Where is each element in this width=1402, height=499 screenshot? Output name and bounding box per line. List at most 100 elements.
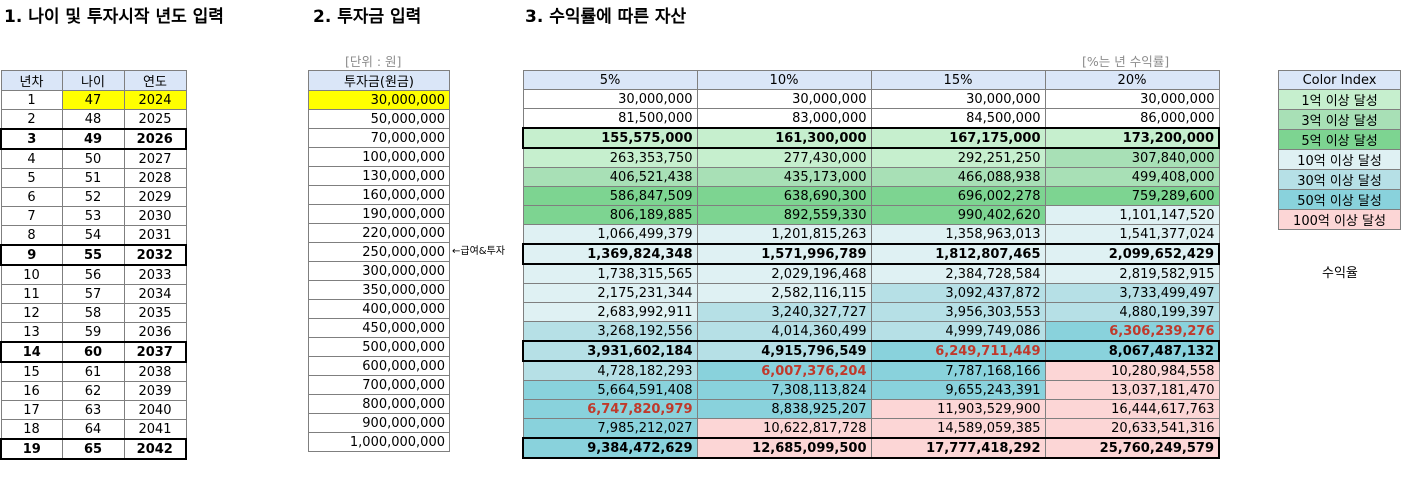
investment-cell: 30,000,000 bbox=[308, 90, 450, 110]
table-row: 406,521,438 435,173,000 466,088,938 499,408… bbox=[522, 167, 1220, 187]
table-row: 2 48 2025 bbox=[0, 109, 187, 130]
year-index-cell: 13 bbox=[0, 322, 63, 343]
age-year-table: 년차 나이 연도 1 47 2024 2 48 2025 3 49 2026 4 50 2027 5 51 202… bbox=[0, 70, 187, 460]
year-cell: 2039 bbox=[123, 381, 187, 401]
asset-cell: 161,300,000 bbox=[696, 127, 872, 149]
investment-table: 투자금(원금) 30,000,000 50,000,000 70,000,000 100… bbox=[308, 70, 450, 452]
asset-cell: 4,880,199,397 bbox=[1044, 302, 1220, 322]
asset-cell: 2,683,992,911 bbox=[522, 302, 698, 322]
rate-label: 수익율 bbox=[1322, 266, 1358, 281]
table-row: 17 63 2040 bbox=[0, 400, 187, 420]
column-header: 투자금(원금) bbox=[308, 70, 450, 91]
investment-cell: 400,000,000 bbox=[308, 299, 450, 319]
asset-cell: 81,500,000 bbox=[522, 108, 698, 129]
table-row: 19 65 2042 bbox=[0, 438, 187, 460]
asset-cell: 10,622,817,728 bbox=[696, 418, 872, 439]
asset-cell: 3,956,303,553 bbox=[870, 302, 1046, 322]
table-row: 30,000,000 30,000,000 30,000,000 30,000,000 bbox=[522, 89, 1220, 109]
investment-cell: 1,000,000,000 bbox=[308, 432, 450, 452]
legend-item: 5억 이상 달성 bbox=[1278, 129, 1401, 150]
year-index-cell: 14 bbox=[0, 341, 63, 363]
table-row: 600,000,000 bbox=[308, 356, 450, 376]
investment-cell: 700,000,000 bbox=[308, 375, 450, 395]
column-header: 나이 bbox=[61, 70, 125, 91]
table-row: 5,664,591,408 7,308,113,824 9,655,243,391 1… bbox=[522, 380, 1220, 400]
table-row: 1,066,499,379 1,201,815,263 1,358,963,013 1… bbox=[522, 224, 1220, 245]
asset-cell: 990,402,620 bbox=[870, 205, 1046, 225]
table-row: 1,369,824,348 1,571,996,789 1,812,807,465 2… bbox=[522, 243, 1220, 265]
section2-heading: 2. 투자금 입력 bbox=[313, 7, 422, 27]
legend-row: 30억 이상 달성 bbox=[1278, 169, 1401, 190]
age-cell: 62 bbox=[61, 381, 125, 401]
asset-cell: 5,664,591,408 bbox=[522, 380, 698, 400]
table-row: 160,000,000 bbox=[308, 185, 450, 205]
asset-cell: 6,007,376,204 bbox=[696, 360, 872, 381]
table-row: 2,175,231,344 2,582,116,115 3,092,437,872 3… bbox=[522, 283, 1220, 303]
asset-cell: 696,002,278 bbox=[870, 186, 1046, 206]
age-cell: 65 bbox=[61, 438, 125, 460]
section3-heading: 3. 수익률에 따른 자산 bbox=[525, 7, 687, 27]
investment-cell: 800,000,000 bbox=[308, 394, 450, 414]
legend-row: 5억 이상 달성 bbox=[1278, 129, 1401, 150]
asset-cell: 6,306,239,276 bbox=[1044, 321, 1220, 342]
asset-cell: 2,819,582,915 bbox=[1044, 263, 1220, 284]
legend-row: 3억 이상 달성 bbox=[1278, 109, 1401, 130]
year-cell: 2036 bbox=[123, 322, 187, 343]
year-cell: 2038 bbox=[123, 361, 187, 382]
asset-cell: 30,000,000 bbox=[696, 89, 872, 109]
asset-cell: 435,173,000 bbox=[696, 167, 872, 187]
asset-cell: 3,092,437,872 bbox=[870, 283, 1046, 303]
table-row: 11 57 2034 bbox=[0, 284, 187, 304]
table-row: 4 50 2027 bbox=[0, 148, 187, 169]
asset-cell: 13,037,181,470 bbox=[1044, 380, 1220, 400]
rate-column-header: 15% bbox=[870, 70, 1046, 90]
year-index-cell: 16 bbox=[0, 381, 63, 401]
year-index-cell: 9 bbox=[0, 244, 63, 266]
table-row: 450,000,000 bbox=[308, 318, 450, 338]
asset-cell: 3,268,192,556 bbox=[522, 321, 698, 342]
year-index-cell: 15 bbox=[0, 361, 63, 382]
asset-cell: 2,582,116,115 bbox=[696, 283, 872, 303]
investment-cell: 900,000,000 bbox=[308, 413, 450, 433]
table-row: 586,847,509 638,690,300 696,002,278 759,289… bbox=[522, 186, 1220, 206]
year-index-cell: 3 bbox=[0, 128, 63, 150]
asset-cell: 6,249,711,449 bbox=[870, 340, 1046, 362]
legend-item: 30억 이상 달성 bbox=[1278, 169, 1401, 190]
year-cell: 2042 bbox=[123, 438, 187, 460]
year-index-cell: 8 bbox=[0, 225, 63, 246]
investment-cell: 50,000,000 bbox=[308, 109, 450, 129]
asset-cell: 1,571,996,789 bbox=[696, 243, 872, 265]
table-row: 300,000,000 bbox=[308, 261, 450, 281]
asset-cell: 84,500,000 bbox=[870, 108, 1046, 129]
color-index-legend: Color Index 1억 이상 달성 3억 이상 달성 5억 이상 달성 10억 이… bbox=[1278, 70, 1401, 230]
table-row: 30,000,000 bbox=[308, 90, 450, 110]
legend-header-row: Color Index bbox=[1278, 70, 1401, 90]
year-cell: 2034 bbox=[123, 284, 187, 304]
age-cell: 56 bbox=[61, 264, 125, 285]
asset-cell: 1,201,815,263 bbox=[696, 224, 872, 245]
year-index-cell: 4 bbox=[0, 148, 63, 169]
age-cell: 53 bbox=[61, 206, 125, 226]
asset-cell: 11,903,529,900 bbox=[870, 399, 1046, 419]
age-cell: 57 bbox=[61, 284, 125, 304]
table-row: 263,353,750 277,430,000 292,251,250 307,840… bbox=[522, 147, 1220, 168]
table-row: 2,683,992,911 3,240,327,727 3,956,303,553 4… bbox=[522, 302, 1220, 322]
asset-cell: 9,655,243,391 bbox=[870, 380, 1046, 400]
legend-item: 100억 이상 달성 bbox=[1278, 209, 1401, 230]
table-row: 900,000,000 bbox=[308, 413, 450, 433]
year-cell: 2033 bbox=[123, 264, 187, 285]
table-row: 1,000,000,000 bbox=[308, 432, 450, 452]
asset-cell: 9,384,472,629 bbox=[522, 437, 698, 459]
asset-cell: 17,777,418,292 bbox=[870, 437, 1046, 459]
table-row: 250,000,000 bbox=[308, 242, 450, 262]
legend-row: 100억 이상 달성 bbox=[1278, 209, 1401, 230]
table-row: 9 55 2032 bbox=[0, 244, 187, 266]
investment-cell: 450,000,000 bbox=[308, 318, 450, 338]
asset-cell: 86,000,000 bbox=[1044, 108, 1220, 129]
table-row: 350,000,000 bbox=[308, 280, 450, 300]
asset-cell: 167,175,000 bbox=[870, 127, 1046, 149]
legend-title: Color Index bbox=[1278, 70, 1401, 90]
asset-cell: 2,099,652,429 bbox=[1044, 243, 1220, 265]
table-row: 1,738,315,565 2,029,196,468 2,384,728,584 2… bbox=[522, 263, 1220, 284]
asset-cell: 4,915,796,549 bbox=[696, 340, 872, 362]
